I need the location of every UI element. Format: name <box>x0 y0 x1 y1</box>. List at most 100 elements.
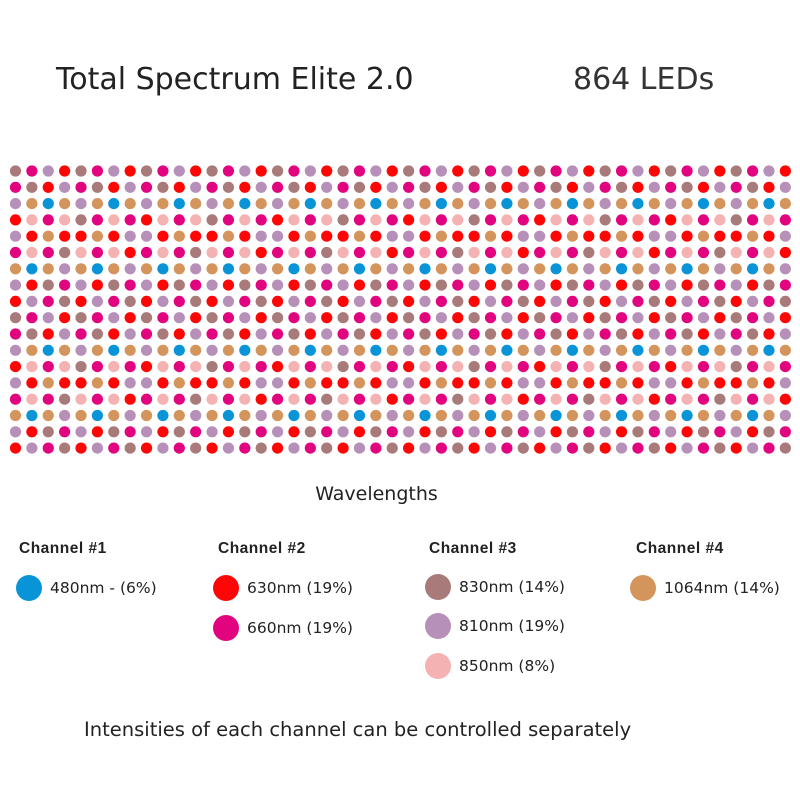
led-dot <box>665 214 677 226</box>
led-dot <box>534 263 546 275</box>
led-dot <box>206 279 218 291</box>
led-dot <box>779 214 791 226</box>
led-dot <box>91 230 103 242</box>
led-dot <box>42 409 54 422</box>
led-dot <box>747 279 759 291</box>
led-dot <box>665 295 677 307</box>
led-dot <box>468 246 480 259</box>
led-dot <box>190 361 202 373</box>
led-dot <box>517 295 529 307</box>
led-dot <box>91 361 103 373</box>
led-dot <box>632 377 644 389</box>
led-dot <box>304 361 316 373</box>
led-dot <box>255 214 267 226</box>
led-dot <box>26 361 38 373</box>
led-dot <box>42 214 54 226</box>
led-dot <box>124 328 136 340</box>
led-dot <box>419 393 431 405</box>
led-dot <box>75 246 87 259</box>
led-dot <box>42 312 54 324</box>
led-dot <box>59 263 71 275</box>
led-dot <box>665 361 677 373</box>
led-dot <box>501 214 513 226</box>
led-dot <box>108 295 120 307</box>
led-dot <box>108 344 120 356</box>
led-dot <box>452 361 464 373</box>
led-dot <box>222 409 235 422</box>
led-dot <box>108 442 120 454</box>
led-dot <box>288 442 300 454</box>
led-dot <box>304 312 316 324</box>
footer-note: Intensities of each channel can be contr… <box>84 718 632 741</box>
led-dot <box>763 344 775 356</box>
led-dot <box>190 263 202 275</box>
led-dot <box>403 409 415 422</box>
legend-label: 480nm - (6%) <box>50 579 157 597</box>
led-dot <box>517 409 529 422</box>
led-dot <box>42 279 54 291</box>
led-dot <box>91 165 103 177</box>
led-dot <box>484 295 497 307</box>
product-title: Total Spectrum Elite 2.0 <box>56 62 414 97</box>
led-dot <box>484 165 497 177</box>
led-dot <box>386 426 398 438</box>
legend-660nm: 660nm (19%) <box>213 615 353 641</box>
led-dot <box>386 230 398 242</box>
led-dot <box>337 344 349 356</box>
led-dot <box>714 393 726 405</box>
led-dot <box>632 328 644 340</box>
led-dot <box>124 426 136 438</box>
led-dot <box>26 246 38 259</box>
led-dot <box>140 393 153 405</box>
led-dot <box>534 426 546 438</box>
led-dot <box>75 230 87 242</box>
led-dot <box>353 165 366 177</box>
led-dot <box>665 377 677 389</box>
led-dot <box>304 426 316 438</box>
led-dot <box>321 181 333 193</box>
led-dot <box>190 295 202 307</box>
led-dot <box>599 181 611 193</box>
led-dot <box>386 377 398 389</box>
led-dot <box>304 442 316 454</box>
led-dot <box>271 295 284 307</box>
led-dot <box>435 295 447 307</box>
led-dot <box>517 361 529 373</box>
color-swatch <box>213 615 239 641</box>
led-dot <box>435 377 447 389</box>
led-dot <box>26 230 38 242</box>
led-dot <box>157 312 169 324</box>
led-dot <box>615 181 628 193</box>
led-dot <box>501 344 513 356</box>
channel-1-heading: Channel #1 <box>19 540 107 557</box>
led-dot <box>157 377 169 389</box>
led-dot <box>697 361 710 373</box>
led-dot <box>452 328 464 340</box>
led-dot <box>190 165 202 177</box>
led-dot <box>321 312 333 324</box>
led-dot <box>730 393 742 405</box>
led-dot <box>517 230 529 242</box>
led-dot <box>206 361 218 373</box>
led-dot <box>124 344 136 356</box>
led-dot <box>304 263 316 275</box>
led-dot <box>714 377 726 389</box>
led-dot <box>550 361 562 373</box>
led-dot <box>124 214 136 226</box>
led-dot <box>173 377 185 389</box>
led-dot <box>452 279 464 291</box>
led-dot <box>222 361 235 373</box>
led-dot <box>288 393 300 405</box>
led-dot <box>779 328 791 340</box>
led-dot <box>353 214 366 226</box>
led-dot <box>271 214 284 226</box>
led-dot <box>206 181 218 193</box>
led-dot <box>714 426 726 438</box>
led-dot <box>550 393 562 405</box>
color-swatch <box>630 575 656 601</box>
led-dot <box>484 442 497 454</box>
led-dot <box>271 181 284 193</box>
led-dot <box>288 214 300 226</box>
led-dot <box>779 181 791 193</box>
led-dot <box>353 198 366 210</box>
